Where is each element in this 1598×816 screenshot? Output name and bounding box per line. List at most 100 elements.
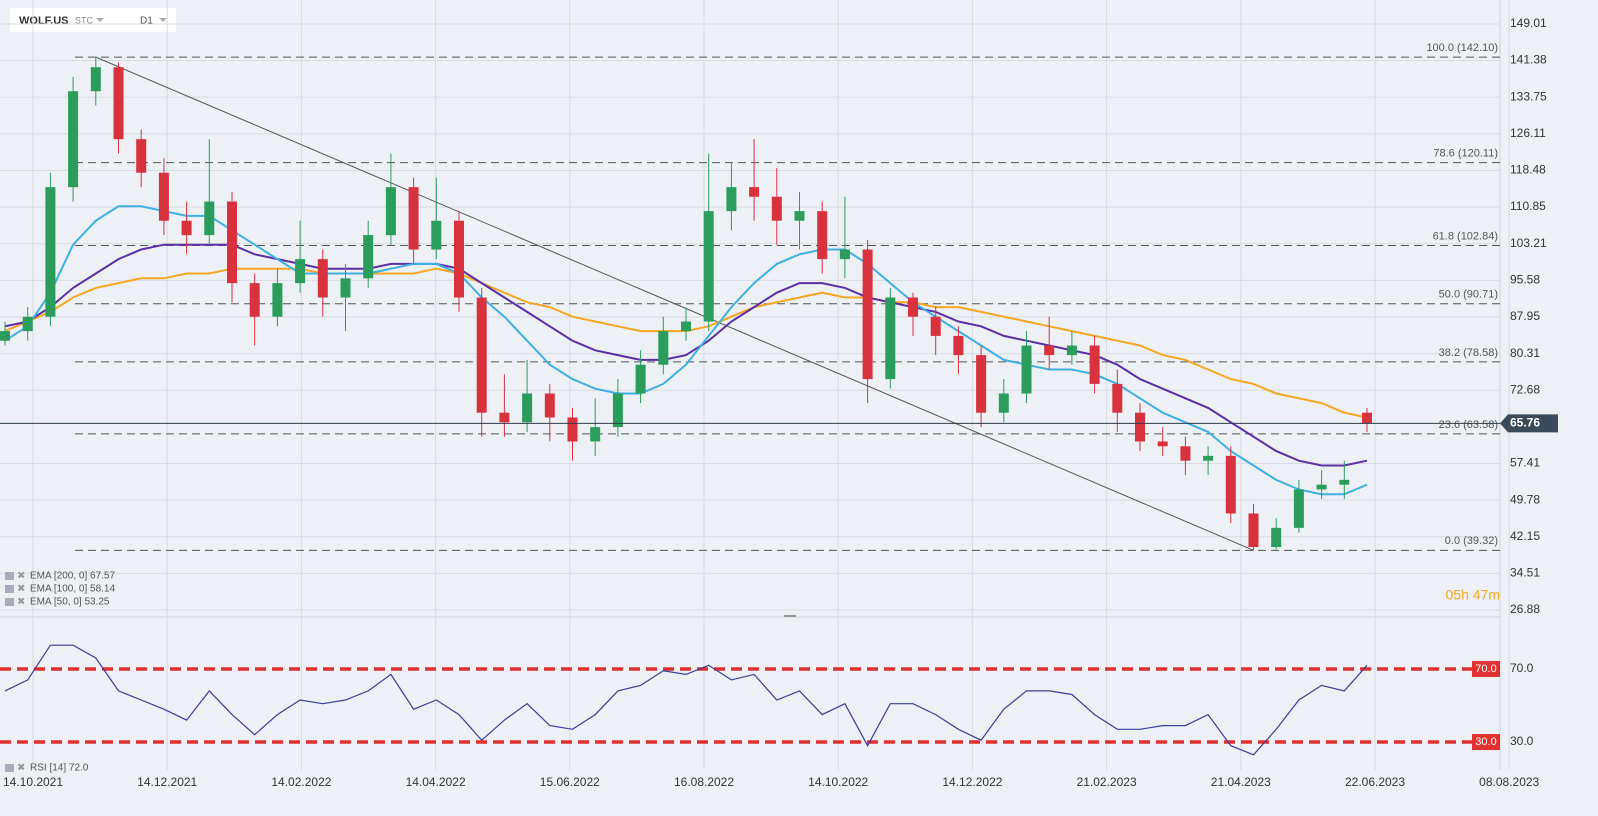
fib-label: 23.6 (63.58) (1439, 419, 1498, 431)
rsi-label-box (1472, 734, 1500, 751)
candle-body (499, 412, 510, 423)
candle-body (385, 187, 396, 236)
candle-body (998, 393, 1009, 413)
candle-body (68, 91, 79, 188)
candle-body (317, 259, 328, 298)
x-tick-label: 15.06.2022 (540, 775, 600, 789)
candle-body (0, 331, 10, 341)
symbol[interactable]: WOLF.US (19, 15, 69, 27)
legend-icon[interactable] (5, 585, 14, 593)
candle-body (885, 297, 896, 380)
candle-body (1044, 345, 1055, 356)
y-tick-label: 133.75 (1510, 89, 1547, 103)
candle-body (794, 211, 805, 221)
candle-body (1089, 345, 1100, 384)
legend-close[interactable]: ✖ (17, 584, 25, 595)
candle-body (295, 259, 306, 284)
candle-body (1362, 412, 1372, 424)
candle-body (703, 211, 714, 322)
candle-body (408, 187, 419, 250)
rsi-tick-label: 70.0 (1475, 663, 1496, 675)
legend-icon[interactable] (5, 572, 14, 580)
y-tick-label: 49.78 (1510, 492, 1540, 506)
candle-body (1112, 383, 1123, 413)
candle-body (476, 297, 487, 413)
y-tick-label: 72.68 (1510, 382, 1540, 396)
fib-label: 78.6 (120.11) (1433, 148, 1498, 160)
x-tick-label: 14.10.2021 (3, 775, 63, 789)
candle-body (45, 187, 56, 317)
y-tick-label: 34.51 (1510, 566, 1540, 580)
y-tick-label: 118.48 (1510, 163, 1546, 177)
candle-body (930, 316, 941, 336)
candle-body (612, 393, 623, 428)
candle-body (431, 220, 442, 250)
candle-body (908, 297, 918, 317)
rsi-line (4, 644, 1368, 756)
y-tick-label: 87.95 (1510, 309, 1540, 323)
candle-body (363, 235, 374, 279)
y-tick-label: 126.11 (1510, 126, 1546, 140)
candle-body (749, 187, 760, 197)
x-tick-label: 14.12.2022 (942, 775, 1002, 789)
candle-body (1271, 527, 1282, 548)
trendline (95, 56, 1254, 551)
symbol-box[interactable] (10, 8, 176, 32)
candle-body (658, 331, 669, 365)
candle-body (544, 393, 555, 418)
candle-body (227, 201, 237, 284)
dropdown-icon[interactable] (96, 18, 104, 22)
header[interactable]: WOLF.US STC D1 (10, 8, 176, 32)
legend-entry: EMA [50, 0] 53.25 (30, 597, 110, 608)
candle-body (113, 67, 124, 140)
candle-body (1225, 455, 1236, 514)
y-tick-label: 42.15 (1510, 529, 1540, 543)
fib-label: 50.0 (90.71) (1439, 289, 1498, 301)
candle-body (681, 321, 691, 332)
legend-entry: EMA [100, 0] 58.14 (30, 584, 115, 595)
candle-body (158, 172, 169, 221)
x-tick-label: 22.06.2023 (1345, 775, 1405, 789)
candle-body (635, 364, 646, 394)
rsi-axis-label: 30.0 (1510, 734, 1534, 748)
market[interactable]: STC (75, 15, 94, 25)
candle-body (1316, 484, 1327, 490)
y-tick-label: 141.38 (1510, 53, 1547, 67)
candle-body (340, 278, 351, 298)
candle-body (181, 220, 192, 236)
rsi-label-box (1472, 660, 1500, 677)
interval[interactable]: D1 (140, 16, 153, 27)
candle-body (953, 335, 964, 356)
candle-body (817, 211, 828, 260)
candle-body (272, 283, 283, 317)
y-tick-label: 95.58 (1510, 273, 1540, 287)
rsi-tick-label: 30.0 (1475, 736, 1496, 748)
legend-close[interactable]: ✖ (17, 763, 25, 774)
current-price-label: 65.76 (1510, 416, 1540, 430)
candle-body (862, 249, 873, 380)
dropdown-icon[interactable] (159, 18, 167, 22)
candle-body (590, 427, 601, 442)
current-price-box (1500, 414, 1558, 433)
x-tick-label: 14.10.2022 (808, 775, 868, 789)
y-tick-label: 26.88 (1510, 602, 1540, 616)
legend-icon[interactable] (5, 598, 14, 606)
fib-label: 38.2 (78.58) (1439, 347, 1498, 359)
legend-icon[interactable] (5, 764, 14, 772)
candle-body (771, 196, 782, 221)
candle-body (1248, 513, 1259, 548)
candle-body (567, 417, 578, 442)
legend-entry: EMA [200, 0] 67.57 (30, 571, 115, 582)
x-tick-label: 14.12.2021 (137, 775, 197, 789)
legend-close[interactable]: ✖ (17, 571, 25, 582)
legend-entry: RSI [14] 72.0 (30, 763, 89, 774)
legend-close[interactable]: ✖ (17, 597, 25, 608)
x-tick-label: 16.08.2022 (674, 775, 734, 789)
y-tick-label: 57.41 (1510, 456, 1540, 470)
candle-body (1339, 479, 1350, 485)
y-tick-label: 110.85 (1510, 199, 1546, 213)
candle-body (1066, 345, 1077, 356)
